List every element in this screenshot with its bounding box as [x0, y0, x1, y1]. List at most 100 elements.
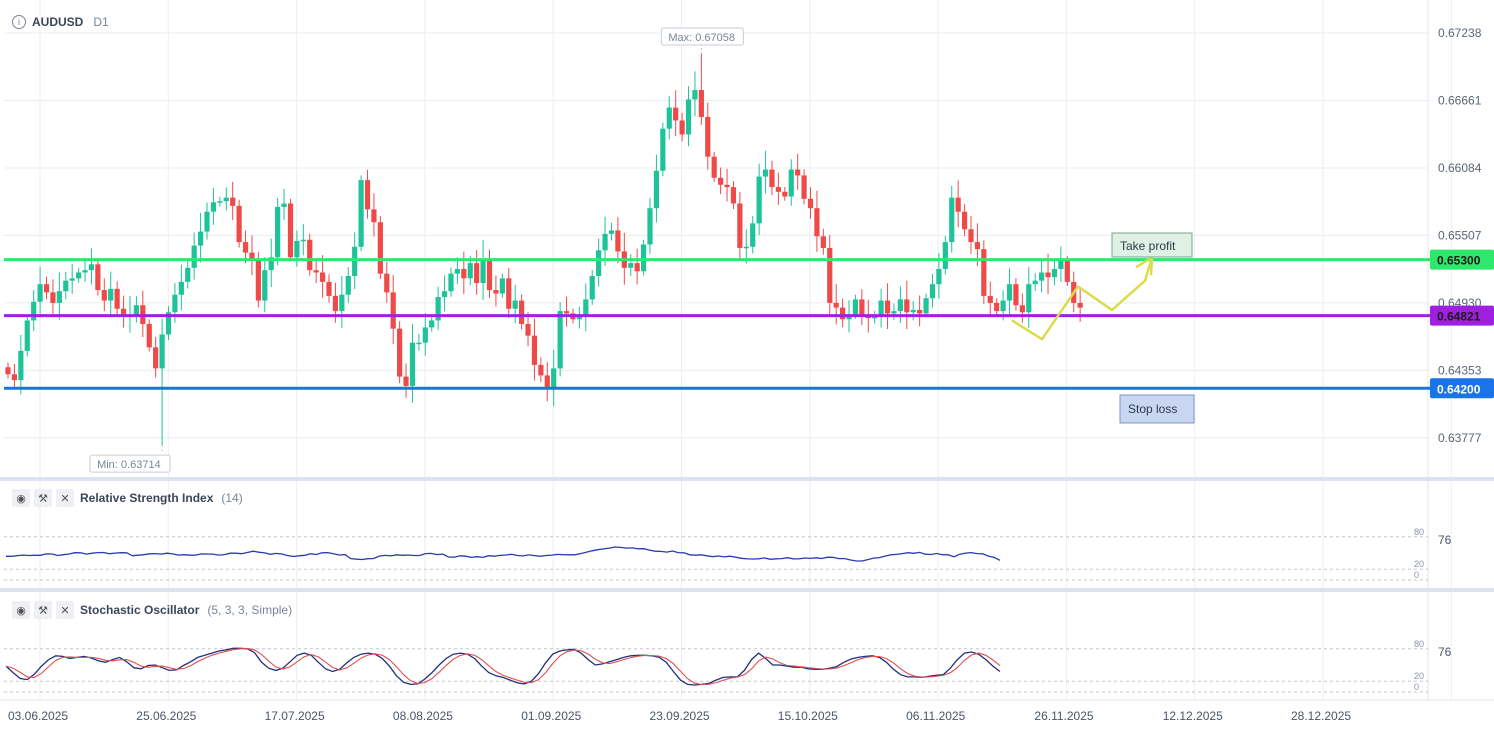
candle-body [262, 270, 268, 301]
candle-body [531, 335, 538, 365]
candle-body [371, 209, 377, 223]
candle-body [294, 240, 300, 258]
candle-body [1006, 284, 1013, 301]
panel-separator [0, 477, 1494, 481]
candle-body [608, 230, 615, 234]
candle-body [974, 242, 981, 250]
candle-body [724, 184, 730, 188]
candle-body [1013, 284, 1019, 306]
close-icon[interactable]: ✕ [56, 601, 74, 619]
candle-body [538, 364, 544, 376]
candle-body [480, 258, 486, 284]
candle-body [872, 316, 878, 319]
date-tick-label: 03.06.2025 [8, 709, 68, 723]
level-price-badge [1430, 305, 1494, 326]
candle-body [159, 334, 165, 369]
candle-body [660, 128, 666, 171]
candle-body [711, 156, 717, 178]
candle-body [994, 302, 1000, 312]
candle-body [833, 302, 839, 308]
candle-body [525, 323, 531, 336]
candle-body [43, 284, 50, 293]
candle-body [486, 258, 493, 291]
rsi-level-label: 80 [1414, 527, 1424, 537]
date-tick-label: 28.12.2025 [1291, 709, 1351, 723]
candle-body [506, 278, 512, 309]
candle-body [730, 187, 737, 204]
candle-body [762, 169, 769, 177]
candle-body [82, 270, 88, 273]
candle-body [807, 198, 814, 209]
candle-body [634, 263, 640, 272]
candle-body [307, 239, 313, 271]
candle-body [1026, 284, 1032, 313]
candle-body [345, 276, 351, 295]
candle-body [191, 245, 197, 268]
candle-body [319, 272, 326, 282]
candle-body [120, 308, 127, 316]
candle-body [750, 223, 756, 247]
candle-body [705, 116, 711, 157]
stochastic-k-line [5, 647, 1001, 686]
candle-body [589, 276, 595, 300]
stop-loss-label: Stop loss [1128, 402, 1177, 416]
candle-body [1058, 260, 1064, 269]
candle-body [249, 252, 255, 260]
candle-body [377, 222, 383, 274]
rsi-value-label: 76 [1438, 533, 1452, 547]
candle-body [981, 249, 987, 296]
stochastic-value-label: 76 [1438, 645, 1452, 659]
candle-body [416, 342, 422, 345]
eye-icon[interactable]: ◉ [12, 601, 30, 619]
close-icon[interactable]: ✕ [56, 489, 74, 507]
candle-body [76, 272, 82, 279]
candle-body [364, 180, 371, 210]
symbol-label: AUDUSD [32, 15, 84, 29]
price-tick-label: 0.66084 [1438, 161, 1482, 175]
candle-body [557, 311, 563, 369]
candle-body [441, 291, 448, 298]
date-tick-label: 26.11.2025 [1034, 709, 1093, 723]
candle-body [801, 175, 807, 199]
candle-body [63, 280, 69, 292]
wrench-icon[interactable]: ⚒ [34, 489, 52, 507]
candle-body [718, 177, 724, 185]
candle-body [1032, 280, 1038, 285]
candle-body [384, 273, 390, 293]
stochastic-d-line [5, 647, 1001, 686]
max-label-box [660, 27, 744, 46]
candle-body [165, 312, 172, 335]
candle-body [1039, 272, 1045, 281]
eye-icon[interactable]: ◉ [12, 489, 30, 507]
candle-body [114, 288, 120, 309]
date-tick-label: 12.12.2025 [1163, 709, 1223, 723]
stochastic-level-label: 0 [1414, 682, 1419, 692]
candle-body [961, 211, 968, 230]
rsi-level-label: 20 [1414, 559, 1424, 569]
price-tick-label: 0.64353 [1438, 363, 1482, 377]
candle-body [814, 208, 820, 237]
candle-body [153, 347, 159, 369]
stop-loss-box [1119, 394, 1195, 424]
candle-body [653, 170, 660, 209]
timeframe-label: D1 [93, 15, 109, 29]
candle-body [210, 202, 217, 212]
candle-body [204, 211, 210, 232]
candle-body [101, 290, 107, 301]
candle-body [551, 368, 557, 390]
candle-body [737, 203, 743, 248]
candle-body [859, 299, 865, 316]
forecast-path [1011, 256, 1154, 341]
take-profit-label: Take profit [1120, 239, 1176, 253]
candle-body [929, 284, 936, 299]
date-tick-label: 15.10.2025 [778, 709, 838, 723]
candle-body [88, 264, 95, 271]
candle-body [987, 295, 993, 303]
level-price-label: 0.65300 [1437, 254, 1481, 268]
wrench-icon[interactable]: ⚒ [34, 601, 52, 619]
info-circle-icon[interactable]: i [12, 15, 26, 29]
candle-body [236, 205, 242, 243]
candle-body [242, 242, 249, 253]
price-tick-label: 0.67238 [1438, 26, 1482, 40]
